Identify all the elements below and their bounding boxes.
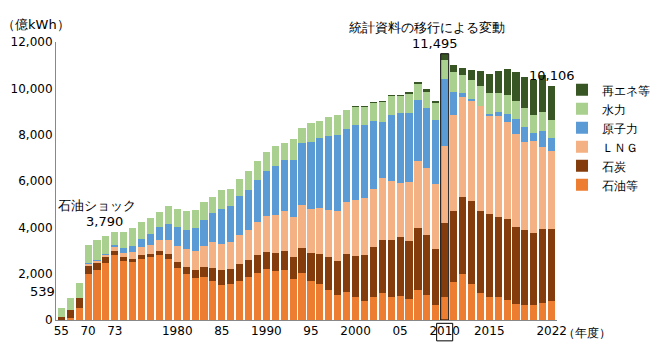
svg-text:1990: 1990 (251, 324, 282, 338)
svg-text:原子力: 原子力 (602, 122, 638, 136)
svg-text:10,106: 10,106 (529, 68, 575, 83)
svg-text:石油等: 石油等 (602, 179, 638, 193)
svg-text:石油ショック: 石油ショック (58, 198, 136, 213)
svg-text:ＬＮＧ: ＬＮＧ (602, 141, 638, 155)
svg-text:2010: 2010 (429, 324, 460, 338)
svg-text:2000: 2000 (340, 324, 371, 338)
svg-text:1980: 1980 (162, 324, 193, 338)
svg-text:（年度）: （年度） (563, 326, 611, 340)
svg-text:8,000: 8,000 (18, 128, 52, 142)
svg-text:2022: 2022 (536, 324, 567, 338)
svg-text:2,000: 2,000 (18, 267, 52, 281)
svg-text:3,790: 3,790 (86, 214, 123, 229)
svg-text:539: 539 (30, 284, 55, 299)
svg-text:11,495: 11,495 (412, 36, 458, 51)
svg-text:12,000: 12,000 (11, 35, 53, 49)
svg-text:石炭: 石炭 (602, 160, 626, 174)
svg-text:70: 70 (80, 324, 95, 338)
svg-text:4,000: 4,000 (18, 221, 52, 235)
svg-text:95: 95 (303, 324, 318, 338)
svg-text:10,000: 10,000 (11, 82, 53, 96)
svg-text:（億kWh）: （億kWh） (2, 17, 70, 32)
svg-text:6,000: 6,000 (18, 174, 52, 188)
svg-text:再エネ等: 再エネ等 (602, 84, 650, 98)
svg-text:73: 73 (107, 324, 122, 338)
svg-text:55: 55 (54, 324, 69, 338)
svg-text:水力: 水力 (602, 103, 626, 117)
svg-text:05: 05 (392, 324, 407, 338)
svg-text:2015: 2015 (474, 324, 505, 338)
svg-text:85: 85 (214, 324, 229, 338)
svg-text:0: 0 (45, 313, 53, 327)
svg-text:統計資料の移行による変動: 統計資料の移行による変動 (349, 20, 505, 35)
